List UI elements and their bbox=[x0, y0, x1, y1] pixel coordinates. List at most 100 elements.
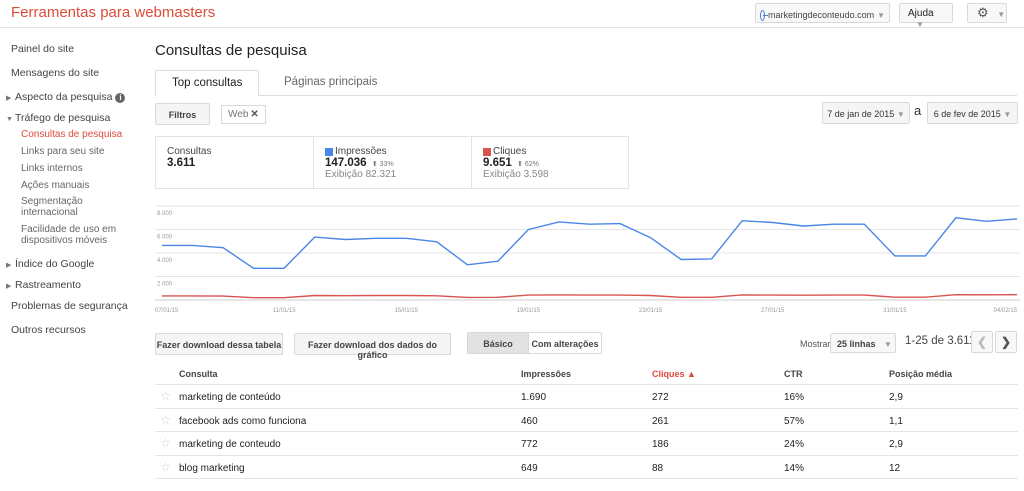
next-page-button[interactable]: ❯ bbox=[995, 331, 1017, 353]
table-row[interactable]: ☆ marketing de conteúdo 1.690 272 16% 2,9 bbox=[155, 385, 1018, 409]
table-row[interactable]: ☆ facebook ads como funciona 460 261 57% 1,1 bbox=[155, 409, 1018, 432]
star-icon[interactable]: ☆ bbox=[160, 436, 171, 450]
chart-x-tick-label: 11/01/15 bbox=[273, 308, 297, 314]
close-icon[interactable]: ✕ bbox=[250, 109, 259, 120]
metric-clicks-value: 9.651 bbox=[483, 157, 512, 169]
sidebar-subitem-links-to-site[interactable]: Links para seu site bbox=[21, 146, 105, 157]
pagination-range: 1-25 de 3.611 bbox=[905, 335, 976, 347]
cell-avg-position: 2,9 bbox=[889, 439, 903, 450]
metric-impressions[interactable]: Impressões 147.036 ⬆ 33% Exibição 82.321 bbox=[314, 137, 472, 189]
date-from-select[interactable]: 7 de jan de 2015 ▼ bbox=[822, 102, 910, 124]
sidebar-subitem-mobile-usability[interactable]: Facilidade de uso em dispositivos móveis bbox=[21, 224, 117, 246]
sidebar-item-search-traffic[interactable]: ▼ Tráfego de pesquisa bbox=[6, 112, 110, 124]
date-to-label: 6 de fev de 2015 bbox=[933, 109, 1001, 119]
sidebar-item-messages[interactable]: Mensagens do site bbox=[11, 67, 99, 79]
cell-query[interactable]: marketing de conteudo bbox=[179, 439, 281, 450]
table-row[interactable]: ☆ marketing de conteudo 772 186 24% 2,9 bbox=[155, 432, 1018, 456]
cell-ctr: 57% bbox=[784, 415, 805, 427]
chart-y-tick-label: 4.000 bbox=[157, 258, 173, 264]
sidebar-subitem-search-queries[interactable]: Consultas de pesquisa bbox=[21, 129, 123, 140]
impressions-swatch[interactable] bbox=[325, 147, 333, 156]
column-header-ctr[interactable]: CTR bbox=[784, 369, 803, 379]
chart-series-line-impressions bbox=[162, 217, 1018, 270]
cell-query[interactable]: blog marketing bbox=[179, 462, 245, 474]
site-name: marketingdeconteudo.com bbox=[768, 10, 875, 20]
sidebar-item-label: Outros recursos bbox=[11, 324, 86, 336]
date-from-label: 7 de jan de 2015 bbox=[827, 109, 895, 119]
column-header-clicks[interactable]: Cliques ▲ bbox=[652, 369, 696, 379]
column-header-avg-position[interactable]: Posição média bbox=[889, 369, 953, 379]
column-header-query[interactable]: Consulta bbox=[179, 369, 218, 379]
sidebar-item-dashboard[interactable]: Painel do site bbox=[11, 43, 74, 55]
sidebar-item-label: Problemas de segurança bbox=[11, 300, 128, 312]
filters-button[interactable]: Filtros bbox=[155, 103, 210, 125]
settings-button[interactable]: ⚙ ▼ bbox=[967, 3, 1007, 23]
chart-x-tick-label: 19/01/15 bbox=[517, 308, 541, 314]
column-header-impressions[interactable]: Impressões bbox=[521, 369, 572, 379]
metric-impressions-label: Impressões bbox=[335, 146, 387, 157]
sidebar-item-label: Painel do site bbox=[11, 43, 75, 55]
sidebar-item-label: Índice do Google bbox=[15, 258, 95, 270]
info-icon[interactable]: i bbox=[115, 93, 126, 103]
site-selector[interactable]: marketingdeconteudo.com ▼ bbox=[755, 3, 890, 23]
trend-up-icon: ⬆ bbox=[516, 161, 523, 168]
metric-impressions-value: 147.036 bbox=[325, 157, 367, 169]
basic-view-button[interactable]: Básico bbox=[468, 333, 529, 353]
sidebar-item-google-index[interactable]: ▶ Índice do Google bbox=[6, 258, 95, 270]
sidebar-item-other-resources[interactable]: Outros recursos bbox=[11, 324, 86, 336]
chevron-down-icon: ▼ bbox=[1003, 110, 1012, 119]
app-title[interactable]: Ferramentas para webmasters bbox=[11, 4, 216, 21]
cell-ctr: 24% bbox=[784, 439, 805, 450]
chart-x-tick-label: 07/01/15 bbox=[155, 308, 179, 314]
sort-ascending-icon: ▲ bbox=[687, 369, 696, 379]
cell-impressions: 460 bbox=[521, 415, 538, 427]
sidebar-subitem-internal-links[interactable]: Links internos bbox=[21, 163, 83, 174]
sidebar-subitem-international-targeting[interactable]: Segmentação internacional bbox=[21, 196, 83, 218]
chevron-down-icon: ▼ bbox=[6, 116, 13, 123]
chevron-down-icon: ▼ bbox=[884, 340, 892, 349]
view-mode-toggle: Básico Com alterações bbox=[467, 332, 602, 354]
with-changes-view-button[interactable]: Com alterações bbox=[531, 339, 599, 349]
tab-bar: Top consultas Páginas principais bbox=[155, 70, 1017, 97]
prev-page-button[interactable]: ❮ bbox=[971, 331, 993, 353]
download-chart-data-button[interactable]: Fazer download dos dados do gráfico bbox=[294, 333, 451, 360]
cell-query[interactable]: marketing de conteúdo bbox=[179, 392, 281, 403]
metric-queries-label: Consultas bbox=[167, 146, 212, 157]
chart-x-tick-label: 15/01/15 bbox=[395, 308, 419, 314]
cell-clicks: 261 bbox=[652, 415, 669, 427]
chart-x-tick-label: 31/01/15 bbox=[883, 308, 907, 314]
tab-top-pages[interactable]: Páginas principais bbox=[284, 76, 378, 88]
table-row[interactable]: ☆ blog marketing 649 88 14% 12 bbox=[155, 456, 1018, 479]
queries-table: Consulta Impressões Cliques ▲ CTR Posiçã… bbox=[155, 363, 1018, 479]
sidebar-item-search-appearance[interactable]: ▶ Aspecto da pesquisa i bbox=[6, 91, 126, 103]
filter-chip-web[interactable]: Web ✕ bbox=[221, 105, 266, 124]
globe-icon bbox=[760, 9, 769, 21]
star-icon[interactable]: ☆ bbox=[160, 412, 171, 427]
column-header-clicks-label: Cliques bbox=[652, 369, 685, 379]
rows-per-page-select[interactable]: 25 linhas ▼ bbox=[830, 333, 896, 353]
metric-clicks-sub: Exibição 3.598 bbox=[483, 169, 549, 180]
clicks-swatch[interactable] bbox=[483, 147, 491, 156]
chevron-right-icon: ▶ bbox=[6, 95, 12, 102]
chart-x-tick-label: 27/01/15 bbox=[761, 308, 785, 314]
help-button[interactable]: Ajuda ▼ bbox=[899, 3, 953, 29]
star-icon[interactable]: ☆ bbox=[160, 389, 171, 403]
chevron-down-icon: ▼ bbox=[916, 20, 924, 29]
download-table-button[interactable]: Fazer download dessa tabela bbox=[155, 333, 283, 355]
trend-up-icon: ⬆ bbox=[371, 161, 378, 168]
cell-query[interactable]: facebook ads como funciona bbox=[179, 415, 307, 427]
gear-icon: ⚙ bbox=[977, 5, 989, 20]
cell-avg-position: 12 bbox=[889, 462, 901, 474]
metrics-panel: Consultas 3.611 Impressões 147.036 ⬆ 33% … bbox=[155, 136, 629, 189]
sidebar-item-crawl[interactable]: ▶ Rastreamento bbox=[6, 279, 81, 291]
sidebar-item-security-issues[interactable]: Problemas de segurança bbox=[11, 300, 128, 312]
chart-y-tick-label: 8.000 bbox=[157, 211, 173, 217]
metric-clicks[interactable]: Cliques 9.651 ⬆ 62% Exibição 3.598 bbox=[472, 137, 630, 189]
chart-y-tick-label: 2.000 bbox=[157, 282, 173, 288]
tab-top-queries[interactable]: Top consultas bbox=[155, 70, 260, 97]
date-to-select[interactable]: 6 de fev de 2015 ▼ bbox=[927, 102, 1018, 124]
chevron-down-icon: ▼ bbox=[997, 10, 1006, 19]
sidebar-subitem-manual-actions[interactable]: Ações manuais bbox=[21, 180, 90, 191]
star-icon[interactable]: ☆ bbox=[160, 459, 171, 474]
traffic-line-chart[interactable]: 8.000 6.000 4.000 2.000 07/01/15 11/01/15 15/0… bbox=[155, 198, 1020, 320]
